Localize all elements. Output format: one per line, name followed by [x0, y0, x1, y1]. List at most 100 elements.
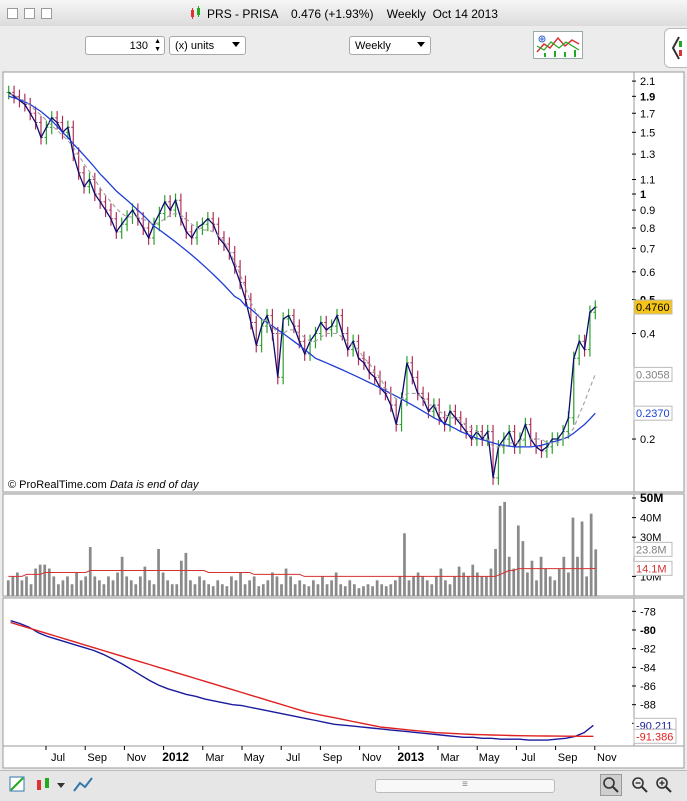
volume-bar: [466, 576, 470, 596]
volume-bar: [475, 572, 479, 596]
volume-bar: [434, 576, 438, 596]
volume-bar: [562, 556, 566, 596]
volume-bar: [585, 576, 588, 596]
volume-bar: [357, 588, 361, 596]
volume-bar: [503, 501, 507, 596]
close-window-icon[interactable]: [7, 8, 18, 19]
x-tick-label: Sep: [558, 752, 578, 764]
volume-bar: [243, 584, 247, 596]
volume-bar: [430, 584, 434, 596]
volume-bar: [43, 564, 47, 596]
osc-tick-label: -80: [640, 625, 656, 637]
volume-bar: [371, 586, 374, 596]
volume-bar: [398, 576, 402, 596]
x-tick-label: Mar: [441, 752, 460, 764]
volume-bar: [539, 556, 543, 596]
volume-bar: [239, 572, 242, 596]
volume-bar: [148, 580, 151, 596]
bars-count-value: 130: [129, 40, 148, 52]
window-title-text: PRS - PRISA 0.476 (+1.93%) Weekly Oct 14…: [207, 7, 498, 21]
volume-bar: [93, 576, 97, 596]
price-bar: [593, 300, 598, 320]
scroll-grip-icon: ≡: [462, 779, 468, 790]
volume-bar: [298, 580, 302, 596]
volume-bar: [266, 580, 270, 596]
volume-bar: [16, 572, 19, 596]
x-tick-label: Sep: [87, 752, 107, 764]
x-tick-label: 2013: [397, 750, 424, 764]
bars-count-stepper[interactable]: 130 ▲ ▼: [85, 36, 165, 55]
price-tick-label: 1: [640, 189, 646, 201]
volume-bar: [407, 580, 411, 596]
volume-bar: [557, 568, 561, 596]
side-panel-toggle-icon[interactable]: [664, 28, 687, 68]
volume-bar: [166, 580, 170, 596]
price-tick-label: 1.9: [640, 91, 655, 103]
volume-bar: [47, 568, 51, 596]
volume-bar: [25, 576, 28, 596]
volume-bar: [107, 576, 110, 596]
volume-bar: [380, 584, 384, 596]
zoom-in-icon[interactable]: [654, 775, 674, 795]
volume-bar: [189, 580, 192, 596]
units-select-value: (x) units: [175, 40, 215, 52]
price-last-value-label: 0.4760: [636, 302, 670, 314]
volume-bar: [29, 584, 33, 596]
volume-bar: [439, 568, 443, 596]
volume-bar: [280, 584, 283, 596]
stepper-arrows-icon[interactable]: ▲ ▼: [154, 38, 161, 53]
drawing-tool-icon[interactable]: [8, 775, 28, 795]
volume-bar: [116, 572, 119, 596]
volume-bar: [412, 576, 415, 596]
volume-bar: [161, 572, 165, 596]
chart-svg[interactable]: 2.11.91.71.51.31.110.90.80.70.60.50.40.2…: [0, 70, 687, 770]
volume-tick-label: 50M: [640, 491, 663, 505]
volume-bar: [234, 580, 238, 596]
period-select-value: Weekly: [355, 40, 391, 52]
chevron-down-icon: [232, 42, 240, 47]
zoom-window-icon[interactable]: [41, 8, 52, 19]
period-select[interactable]: Weekly: [349, 36, 431, 55]
bottom-toolbar: ≡: [0, 770, 687, 801]
minimize-window-icon[interactable]: [24, 8, 35, 19]
volume-bar: [494, 548, 497, 596]
volume-bar: [79, 580, 83, 596]
units-select[interactable]: (x) units: [169, 36, 246, 55]
volume-bar: [489, 568, 493, 596]
volume-bar: [152, 584, 156, 596]
candlestick-style-icon[interactable]: [34, 775, 54, 795]
osc-tick-label: -88: [640, 700, 656, 712]
chart-area[interactable]: 2.11.91.71.51.31.110.90.80.70.60.50.40.2…: [0, 70, 687, 770]
volume-bar: [321, 576, 324, 596]
volume-bar: [157, 548, 160, 596]
indicators-icon[interactable]: [533, 31, 583, 59]
price-last-value-label: 0.2370: [636, 408, 670, 420]
price-tick-label: 0.9: [640, 205, 655, 217]
volume-bar: [516, 525, 520, 596]
volume-bar: [97, 580, 101, 596]
volume-bar: [453, 576, 456, 596]
volume-bar: [138, 576, 142, 596]
dropdown-arrow-icon[interactable]: [56, 775, 76, 795]
volume-bar: [325, 584, 329, 596]
volume-bar: [271, 572, 274, 596]
volume-bar: [198, 576, 201, 596]
volume-bar: [66, 576, 69, 596]
volume-bar: [11, 576, 15, 596]
x-tick-label: Jul: [51, 752, 65, 764]
x-tick-label: Nov: [127, 752, 147, 764]
volume-bar: [225, 586, 229, 596]
volume-last-value-box: [633, 560, 673, 576]
zoom-out-icon[interactable]: [630, 775, 650, 795]
price-tick-label: 1.7: [640, 108, 655, 120]
zoom-select-icon[interactable]: [600, 774, 622, 796]
volume-bar: [485, 576, 488, 596]
indicator-tool-icon[interactable]: [72, 775, 93, 795]
osc-tick-label: -82: [640, 644, 656, 656]
price-tick-label: 1.3: [640, 149, 655, 161]
volume-bar: [589, 513, 593, 596]
volume-bar: [202, 580, 206, 596]
volume-bar: [57, 584, 60, 596]
window-title: PRS - PRISA 0.476 (+1.93%) Weekly Oct 14…: [0, 6, 687, 21]
horizontal-scrollbar[interactable]: ≡: [375, 779, 555, 793]
